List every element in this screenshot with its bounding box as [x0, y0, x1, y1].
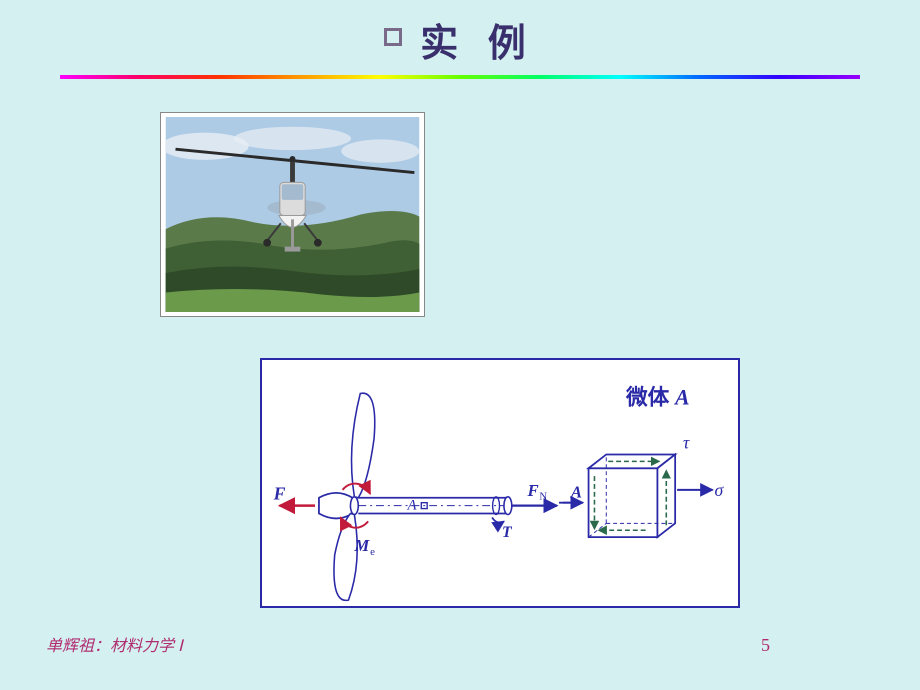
example-photo [160, 112, 425, 317]
label-T: T [502, 524, 513, 541]
label-A-micro: A [570, 483, 582, 502]
autogyro-photo-svg [165, 117, 420, 312]
slide-title: 实 例 [420, 12, 536, 67]
slide-title-row: 实 例 [0, 0, 920, 67]
label-Me: M [353, 536, 370, 555]
svg-text:N: N [539, 491, 547, 503]
micro-body-A: A [673, 385, 689, 409]
footer-page-number: 5 [761, 635, 770, 656]
svg-text:e: e [370, 546, 375, 558]
micro-body-label: 微体 [625, 384, 670, 409]
label-sigma: σ [715, 480, 725, 500]
label-F: F [273, 484, 286, 504]
stress-diagram: 微体 A F A [260, 358, 740, 608]
label-tau: τ [683, 433, 690, 453]
label-A-shaft: A [407, 498, 418, 514]
stress-diagram-svg: 微体 A F A [262, 360, 738, 606]
title-bullet-icon [384, 28, 402, 46]
rainbow-divider [60, 75, 860, 79]
footer-author: 单辉祖：材料力学 Ⅰ [46, 632, 183, 656]
label-FN: F [527, 481, 539, 500]
